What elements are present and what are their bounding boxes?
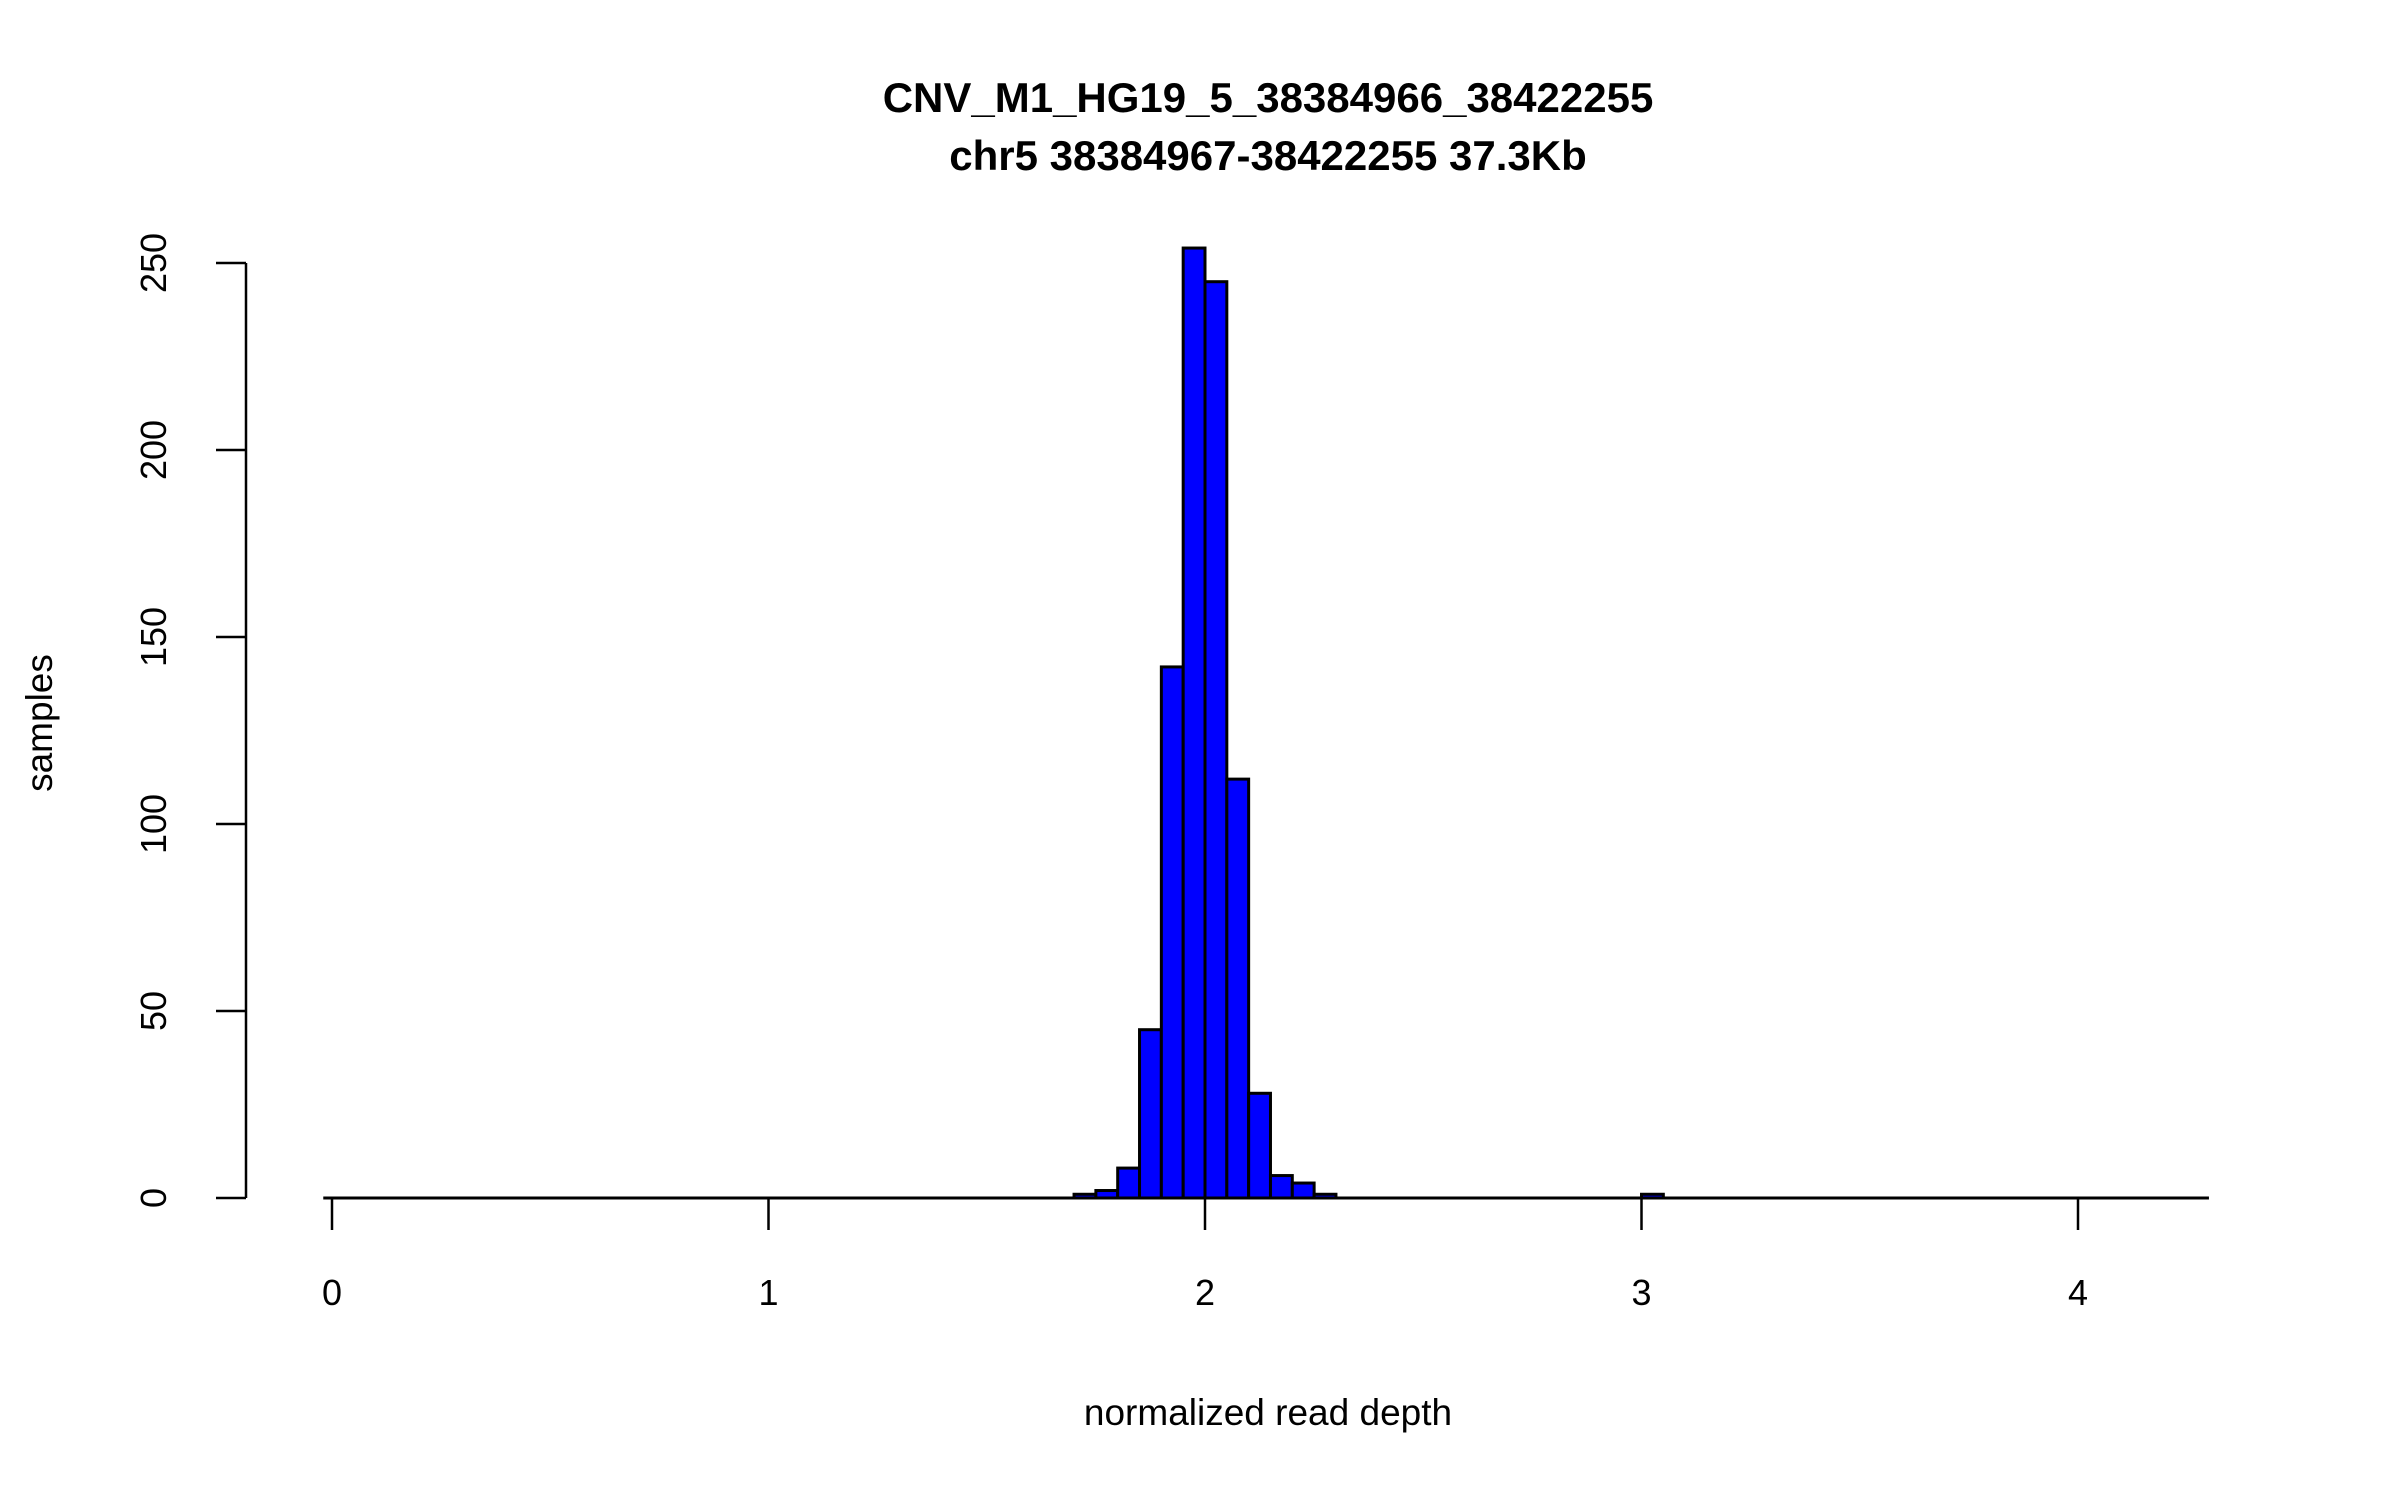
- histogram-bar: [1203, 280, 1229, 1200]
- histogram-bar: [1290, 1181, 1316, 1200]
- y-tick-label: 100: [133, 794, 174, 854]
- x-tick-label: 4: [2068, 1272, 2088, 1313]
- x-axis-label: normalized read depth: [1084, 1392, 1452, 1433]
- histogram-bar: [1268, 1174, 1294, 1200]
- x-tick-label: 3: [1631, 1272, 1651, 1313]
- histogram-bar: [1247, 1091, 1272, 1200]
- y-tick-label: 0: [133, 1188, 174, 1208]
- histogram-bar: [1312, 1192, 1338, 1200]
- chart-title: CNV_M1_HG19_5_38384966_38422255: [883, 74, 1654, 121]
- y-tick-label: 50: [133, 991, 174, 1031]
- y-tick-label: 200: [133, 420, 174, 480]
- histogram-bar: [1094, 1189, 1120, 1200]
- histogram-bar: [1225, 777, 1251, 1200]
- chart-subtitle: chr5 38384967-38422255 37.3Kb: [949, 132, 1587, 179]
- x-tick-label: 1: [758, 1272, 778, 1313]
- y-tick-label: 150: [133, 607, 174, 667]
- histogram-bar: [1640, 1192, 1665, 1200]
- histogram-bar: [1116, 1166, 1142, 1200]
- histogram-bar: [1138, 1028, 1163, 1200]
- histogram-bar: [1072, 1192, 1098, 1200]
- histogram-bar: [1159, 665, 1185, 1200]
- histogram-bar: [1181, 246, 1207, 1200]
- y-tick-label: 250: [133, 233, 174, 293]
- x-tick-label: 0: [322, 1272, 342, 1313]
- x-tick-label: 2: [1195, 1272, 1215, 1313]
- y-axis-label: samples: [19, 654, 60, 792]
